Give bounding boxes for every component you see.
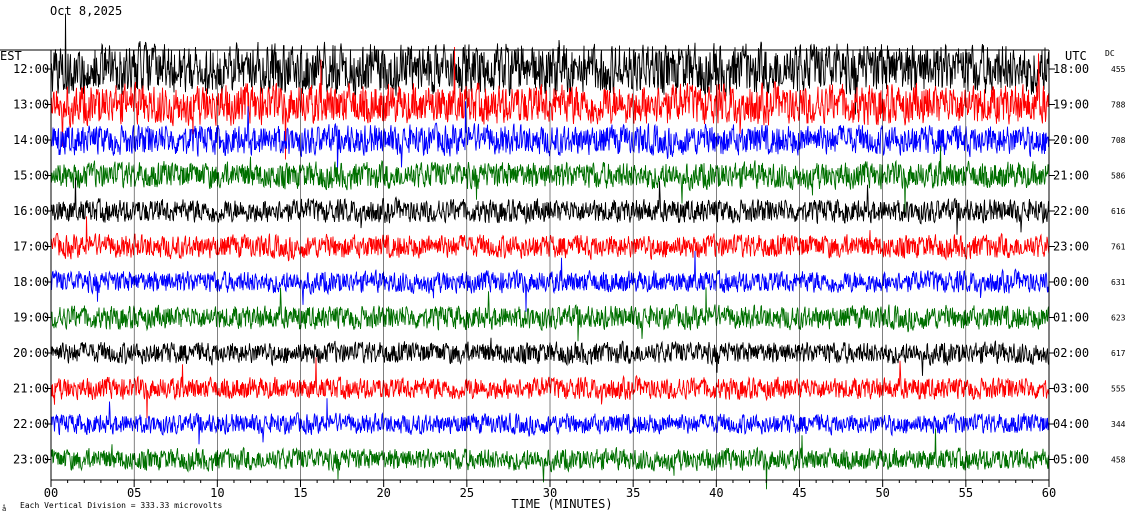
x-tick-label: 15 xyxy=(293,486,307,500)
est-axis-label: EST xyxy=(0,49,22,63)
dc-row-value: 631 xyxy=(1111,278,1126,287)
est-row-label: 21:00 xyxy=(13,382,49,396)
utc-axis-label: UTC xyxy=(1065,49,1087,63)
est-row-label: 22:00 xyxy=(13,417,49,431)
dc-row-value: 455 xyxy=(1111,65,1126,74)
x-tick-label: 60 xyxy=(1042,486,1056,500)
x-tick-label: 55 xyxy=(959,486,973,500)
dc-row-value: 617 xyxy=(1111,349,1126,358)
est-row-label: 14:00 xyxy=(13,133,49,147)
dc-row-value: 623 xyxy=(1111,314,1126,323)
utc-row-label: 22:00 xyxy=(1053,204,1089,218)
x-tick-label: 10 xyxy=(210,486,224,500)
est-row-label: 18:00 xyxy=(13,275,49,289)
utc-row-label: 20:00 xyxy=(1053,133,1089,147)
x-tick-label: 35 xyxy=(626,486,640,500)
utc-row-label: 03:00 xyxy=(1053,382,1089,396)
utc-row-label: 00:00 xyxy=(1053,275,1089,289)
est-row-label: 16:00 xyxy=(13,204,49,218)
utc-row-label: 18:00 xyxy=(1053,62,1089,76)
utc-row-label: 19:00 xyxy=(1053,98,1089,112)
dc-row-value: 616 xyxy=(1111,207,1126,216)
x-tick-label: 45 xyxy=(792,486,806,500)
est-row-label: 13:00 xyxy=(13,98,49,112)
x-tick-label: 50 xyxy=(875,486,889,500)
label-layer: 00 05 10 15 20 25 30 35 40 45 50 55 60 12:00 18:00 455 1… xyxy=(0,49,1126,513)
est-row-label: 20:00 xyxy=(13,346,49,360)
dc-row-value: 555 xyxy=(1111,385,1126,394)
x-axis-title: TIME (MINUTES) xyxy=(511,497,612,511)
scale-note: Each Vertical Division = 333.33 microvol… xyxy=(20,501,222,510)
dc-row-value: 761 xyxy=(1111,243,1126,252)
dc-row-value: 586 xyxy=(1111,172,1126,181)
utc-row-label: 01:00 xyxy=(1053,311,1089,325)
dc-row-value: 708 xyxy=(1111,136,1126,145)
est-row-label: 15:00 xyxy=(13,169,49,183)
date-label: Oct 8,2025 xyxy=(50,4,123,18)
x-tick-label: 05 xyxy=(127,486,141,500)
utc-row-label: 05:00 xyxy=(1053,453,1089,467)
utc-row-label: 02:00 xyxy=(1053,346,1089,360)
dc-row-value: 458 xyxy=(1111,456,1126,465)
est-row-label: 17:00 xyxy=(13,240,49,254)
x-tick-label: 20 xyxy=(376,486,390,500)
x-tick-label: 30 xyxy=(543,486,557,500)
utc-row-label: 04:00 xyxy=(1053,417,1089,431)
utc-row-label: 21:00 xyxy=(1053,169,1089,183)
est-row-label: 23:00 xyxy=(13,453,49,467)
est-row-label: 12:00 xyxy=(13,62,49,76)
utc-row-label: 23:00 xyxy=(1053,240,1089,254)
est-row-label: 19:00 xyxy=(13,311,49,325)
footer-mark: å xyxy=(2,504,6,513)
grid-layer xyxy=(0,49,1055,487)
x-tick-label: 00 xyxy=(44,486,58,500)
dc-row-value: 344 xyxy=(1111,420,1126,429)
dc-row-value: 788 xyxy=(1111,101,1126,110)
x-tick-label: 25 xyxy=(460,486,474,500)
dc-header-label: DC xyxy=(1105,49,1115,58)
x-tick-label: 40 xyxy=(709,486,723,500)
